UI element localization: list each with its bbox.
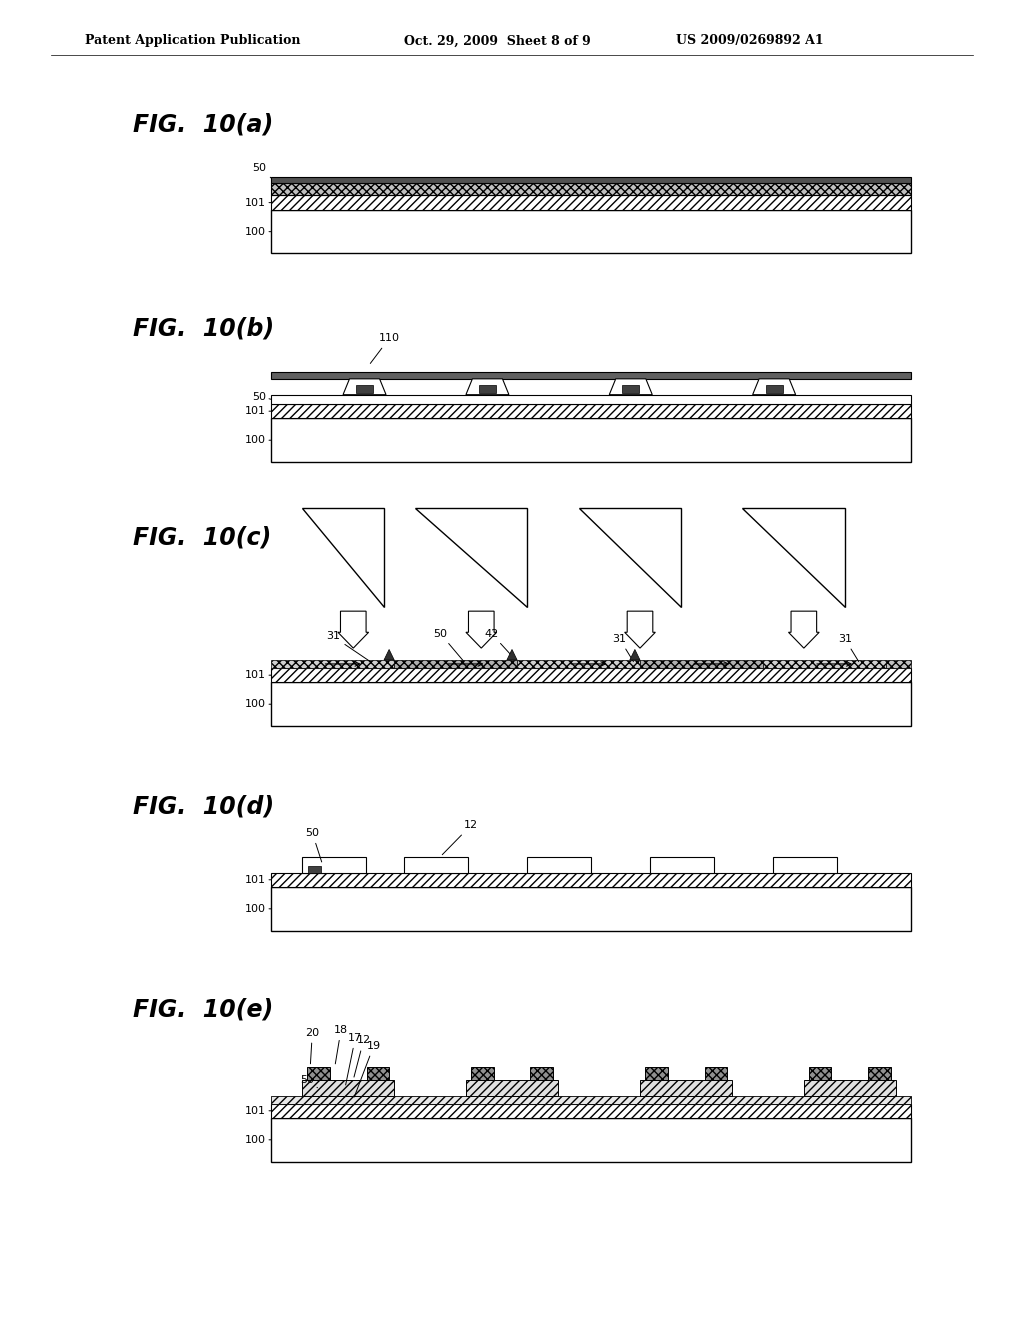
Text: 31: 31 bbox=[612, 634, 634, 661]
Bar bbox=[471, 1067, 494, 1080]
Bar bbox=[271, 210, 911, 253]
Bar bbox=[271, 177, 911, 183]
Text: US 2009/0269892 A1: US 2009/0269892 A1 bbox=[676, 34, 823, 48]
Bar bbox=[356, 385, 373, 393]
Bar bbox=[804, 1080, 896, 1096]
Bar bbox=[766, 385, 782, 393]
Bar bbox=[763, 660, 886, 668]
Bar bbox=[517, 660, 640, 668]
Text: 105: 105 bbox=[352, 528, 374, 539]
Bar bbox=[271, 183, 911, 195]
Bar bbox=[271, 887, 911, 931]
Text: Oct. 29, 2009  Sheet 8 of 9: Oct. 29, 2009 Sheet 8 of 9 bbox=[404, 34, 591, 48]
Polygon shape bbox=[630, 649, 640, 660]
Polygon shape bbox=[609, 379, 652, 395]
Text: 50: 50 bbox=[300, 1074, 317, 1088]
Polygon shape bbox=[343, 379, 386, 395]
Text: FIG.  10(a): FIG. 10(a) bbox=[133, 112, 273, 136]
Bar bbox=[271, 1104, 911, 1118]
Text: Patent Application Publication: Patent Application Publication bbox=[85, 34, 300, 48]
Bar bbox=[809, 1067, 831, 1080]
Bar bbox=[271, 372, 911, 379]
Text: 101: 101 bbox=[245, 671, 271, 680]
Bar bbox=[271, 873, 911, 887]
Text: 101: 101 bbox=[245, 407, 271, 416]
Polygon shape bbox=[415, 508, 527, 607]
Text: 50: 50 bbox=[305, 828, 322, 862]
Text: 101: 101 bbox=[245, 1106, 271, 1115]
Text: 100: 100 bbox=[245, 904, 271, 913]
Bar bbox=[271, 668, 911, 682]
Text: 12: 12 bbox=[442, 820, 478, 854]
Bar bbox=[640, 1080, 732, 1096]
Text: 110: 110 bbox=[371, 333, 400, 363]
Text: 18: 18 bbox=[334, 1024, 348, 1064]
Bar bbox=[404, 857, 468, 873]
Text: FIG.  10(b): FIG. 10(b) bbox=[133, 317, 274, 341]
Polygon shape bbox=[742, 508, 845, 607]
Bar bbox=[308, 866, 322, 873]
Bar bbox=[271, 418, 911, 462]
Polygon shape bbox=[302, 508, 384, 607]
Polygon shape bbox=[579, 508, 681, 607]
Polygon shape bbox=[384, 649, 394, 660]
Bar bbox=[479, 385, 496, 393]
Text: 31: 31 bbox=[326, 631, 372, 663]
Bar bbox=[271, 1118, 911, 1162]
Bar bbox=[394, 660, 517, 668]
Polygon shape bbox=[466, 379, 509, 395]
Text: 50: 50 bbox=[433, 628, 464, 661]
Text: 12: 12 bbox=[354, 1035, 371, 1077]
Text: FIG.  10(d): FIG. 10(d) bbox=[133, 795, 274, 818]
Bar bbox=[773, 857, 837, 873]
Text: 50: 50 bbox=[252, 162, 271, 178]
Bar bbox=[271, 1096, 911, 1104]
Bar bbox=[650, 857, 714, 873]
Text: FIG.  10(c): FIG. 10(c) bbox=[133, 525, 271, 549]
FancyArrow shape bbox=[625, 611, 655, 648]
Polygon shape bbox=[507, 649, 517, 660]
Bar bbox=[271, 682, 911, 726]
Bar bbox=[466, 1080, 558, 1096]
Text: FIG.  10(e): FIG. 10(e) bbox=[133, 998, 273, 1022]
Text: 17: 17 bbox=[346, 1032, 362, 1085]
Bar bbox=[886, 660, 911, 668]
Text: 100: 100 bbox=[245, 227, 271, 236]
Text: 100: 100 bbox=[245, 1135, 271, 1144]
Bar bbox=[271, 395, 911, 404]
Bar bbox=[302, 1080, 394, 1096]
Text: 100: 100 bbox=[245, 436, 271, 445]
Text: 50: 50 bbox=[252, 392, 271, 401]
Bar bbox=[645, 1067, 668, 1080]
Bar bbox=[530, 1067, 553, 1080]
Text: 31: 31 bbox=[838, 634, 859, 661]
Text: 20: 20 bbox=[305, 1027, 319, 1064]
Bar bbox=[705, 1067, 727, 1080]
Text: 101: 101 bbox=[245, 875, 271, 884]
Text: 42: 42 bbox=[484, 628, 510, 653]
Bar bbox=[271, 660, 394, 668]
Bar bbox=[868, 1067, 891, 1080]
Text: 19: 19 bbox=[354, 1040, 381, 1097]
FancyArrow shape bbox=[788, 611, 819, 648]
Text: 100: 100 bbox=[245, 700, 271, 709]
Bar bbox=[623, 385, 639, 393]
Bar bbox=[640, 660, 763, 668]
FancyArrow shape bbox=[338, 611, 369, 648]
Text: 101: 101 bbox=[245, 198, 271, 207]
FancyArrow shape bbox=[466, 611, 497, 648]
Bar bbox=[307, 1067, 330, 1080]
Bar bbox=[527, 857, 591, 873]
Bar bbox=[367, 1067, 389, 1080]
Bar bbox=[271, 195, 911, 210]
Polygon shape bbox=[753, 379, 796, 395]
Bar bbox=[271, 404, 911, 418]
Bar bbox=[302, 857, 366, 873]
